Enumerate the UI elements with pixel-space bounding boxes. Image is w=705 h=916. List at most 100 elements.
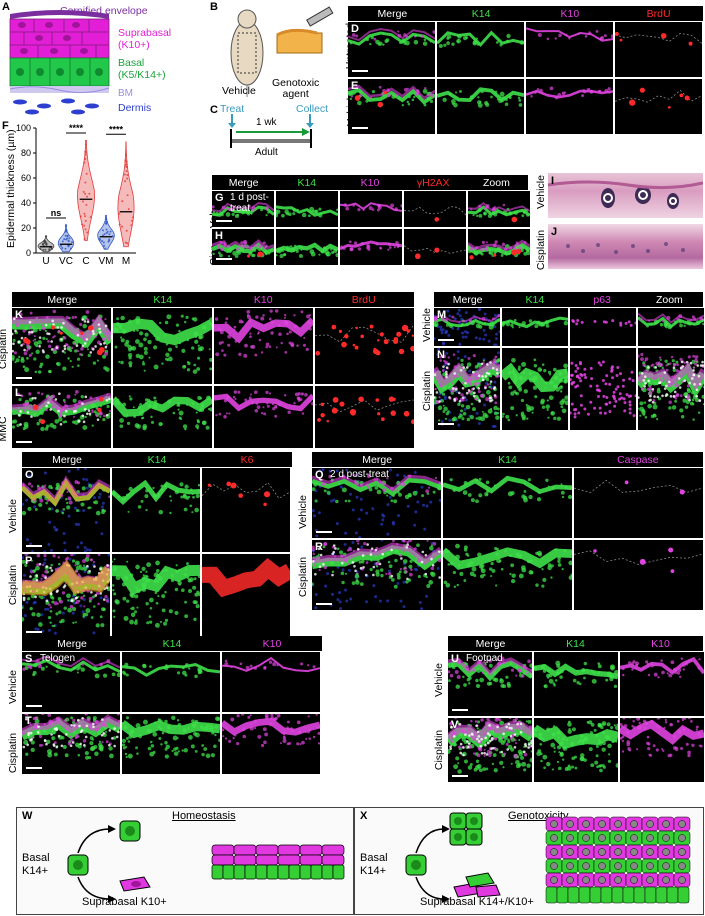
- st-tile-0-0: S Telogen: [22, 652, 120, 712]
- qr-letter-1: R: [315, 541, 323, 553]
- mn-tile-1-1: [502, 348, 568, 430]
- label-cornified: Cornified envelope: [60, 5, 148, 17]
- uv-tile-0-2: [620, 652, 704, 716]
- header-op-merge: Merge: [52, 453, 82, 466]
- uv-tile-0-1: [534, 652, 618, 716]
- header-gh-merge: Merge: [228, 176, 259, 189]
- header-mn: Merge K14 p63 Zoom: [434, 292, 703, 307]
- y-tick-label: 0: [26, 248, 31, 258]
- de-tile-1-3: [615, 79, 702, 134]
- de-letter-1: E: [351, 80, 359, 92]
- x-tick-label: VC: [59, 256, 73, 267]
- qr-tile-0-0: Q 2 d post-treat: [312, 468, 441, 538]
- mn-tile-1-3: [638, 348, 704, 430]
- header-mn-zoom: Zoom: [655, 293, 683, 306]
- uv-tile-0-0: U Footpad: [448, 652, 532, 716]
- header-kl-merge: Merge: [47, 293, 78, 306]
- y-tick-label: 80: [21, 148, 31, 158]
- mn-tile-0-1: [502, 308, 568, 346]
- row-label-cisplatin-op: Cisplatin: [7, 564, 19, 606]
- mn-tile-0-3: [638, 308, 704, 346]
- st-tile-1-1: [122, 714, 220, 774]
- row-label-cisplatin-ij: Cisplatin: [535, 229, 547, 271]
- header-st-k14: K14: [162, 637, 182, 650]
- header-gh-k14: K14: [297, 176, 317, 189]
- header-kl-k14: K14: [153, 293, 173, 306]
- op-tile-1-1: [112, 554, 200, 638]
- row-label-vehicle-ij: Vehicle: [535, 175, 547, 209]
- op-tile-0-1: [112, 468, 200, 552]
- header-uv-k14: K14: [566, 637, 585, 650]
- st-tile-1-2: [222, 714, 320, 774]
- label-bm: BM: [118, 88, 133, 99]
- header-st-k10: K10: [262, 637, 282, 650]
- mouse-treatment-diagram: [230, 6, 334, 97]
- header-qr-merge: Merge: [362, 453, 393, 466]
- header-qr: Merge K14 Caspase: [312, 452, 703, 467]
- y-tick-label: 60: [21, 173, 31, 183]
- x-tick-label: VM: [99, 256, 114, 267]
- qr-tile-1-0: R: [312, 540, 441, 610]
- label-genotoxic-agent: Genotoxic agent: [272, 77, 320, 100]
- gh-note: 1 d post-treat: [230, 192, 269, 214]
- header-uv: Merge K14 K10: [448, 636, 703, 651]
- uv-tile-1-2: [620, 718, 704, 782]
- mn-tile-1-2: [570, 348, 636, 430]
- header-op-k14: K14: [147, 453, 167, 466]
- uv-tile-1-1: [534, 718, 618, 782]
- panel-label-w: W: [22, 810, 33, 822]
- uv-letter-0: U: [451, 653, 459, 665]
- mn-tile-1-0: N: [434, 348, 500, 430]
- op-letter-1: P: [25, 555, 33, 567]
- qr-tile-0-1: [443, 468, 572, 538]
- row-label-vehicle-qr: Vehicle: [297, 495, 309, 529]
- de-tile-0-2: [526, 22, 613, 77]
- row-label-vehicle-st: Vehicle: [7, 670, 19, 704]
- header-de-brdu: BrdU: [646, 7, 671, 20]
- label-adult: Adult: [255, 147, 278, 158]
- kl-tile-1-3: [315, 386, 414, 448]
- de-tile-0-3: [615, 22, 702, 77]
- qr-note: 2 d post-treat: [330, 469, 389, 480]
- homeostasis-diagram: [67, 820, 345, 903]
- de-tile-1-2: [526, 79, 613, 134]
- label-dermis: Dermis: [118, 102, 152, 114]
- kl-letter-0: K: [15, 309, 23, 321]
- label-suprabasal: Suprabasal (K10+): [118, 27, 172, 51]
- gh-tile-1-1: [276, 229, 338, 265]
- kl-tile-1-0: L: [12, 386, 111, 448]
- kl-tile-0-3: [315, 308, 414, 384]
- panel-label-f: F: [2, 120, 9, 132]
- label-collect: Collect: [296, 103, 329, 115]
- header-gh-k10: K10: [360, 176, 380, 189]
- de-tile-1-1: [437, 79, 524, 134]
- qr-tile-1-1: [443, 540, 572, 610]
- de-tile-0-1: [437, 22, 524, 77]
- gh-tile-1-4: [468, 229, 530, 265]
- kl-tile-1-2: [214, 386, 313, 448]
- genotoxicity-diagram: [405, 812, 691, 904]
- op-tile-0-2: [202, 468, 290, 552]
- x-tick-label: U: [42, 256, 49, 267]
- gh-tile-0-2: [340, 191, 402, 227]
- kl-tile-0-2: [214, 308, 313, 384]
- header-qr-caspase: Caspase: [617, 453, 659, 466]
- gh-tile-1-2: [340, 229, 402, 265]
- header-st: Merge K14 K10: [22, 636, 322, 651]
- sig-label: ****: [69, 123, 84, 133]
- qr-letter-0: Q: [315, 469, 324, 481]
- header-mn-merge: Merge: [452, 293, 483, 306]
- gh-letter-1: H: [215, 230, 223, 242]
- header-st-merge: Merge: [57, 637, 87, 650]
- row-label-cisplatin-st: Cisplatin: [7, 732, 19, 774]
- header-mn-p63: p63: [593, 293, 611, 306]
- label-basal: Basal (K5/K14+): [118, 57, 166, 81]
- homeostasis-title: Homeostasis: [172, 810, 236, 822]
- epidermal-thickness-violin-chart: 0 20 40 60 80 100 U VC C VM Mns **** ****: [16, 123, 136, 267]
- sig-label: ****: [109, 124, 124, 134]
- row-label-cisplatin-qr: Cisplatin: [297, 556, 309, 598]
- he-letter-j: J: [551, 226, 558, 238]
- row-label-mmc: MMC: [0, 416, 9, 442]
- gh-tile-1-0: H: [212, 229, 274, 265]
- qr-tile-1-2: [574, 540, 703, 610]
